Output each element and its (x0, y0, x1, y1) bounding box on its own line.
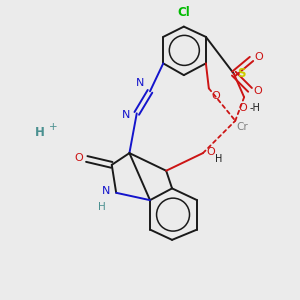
Text: N: N (122, 110, 130, 120)
Text: H: H (35, 126, 45, 139)
Text: Cr: Cr (237, 122, 248, 132)
Text: -H: -H (250, 103, 261, 113)
Text: O: O (206, 147, 214, 157)
Text: O: O (212, 91, 220, 101)
Text: O: O (254, 52, 263, 62)
Text: O: O (238, 103, 247, 113)
Text: H: H (98, 202, 106, 212)
Text: Cl: Cl (178, 6, 190, 19)
Text: O: O (74, 152, 83, 163)
Text: S: S (237, 67, 245, 80)
Text: O: O (253, 86, 262, 96)
Text: +: + (49, 122, 57, 132)
Text: H: H (215, 154, 223, 164)
Text: N: N (136, 78, 144, 88)
Text: N: N (102, 186, 110, 196)
